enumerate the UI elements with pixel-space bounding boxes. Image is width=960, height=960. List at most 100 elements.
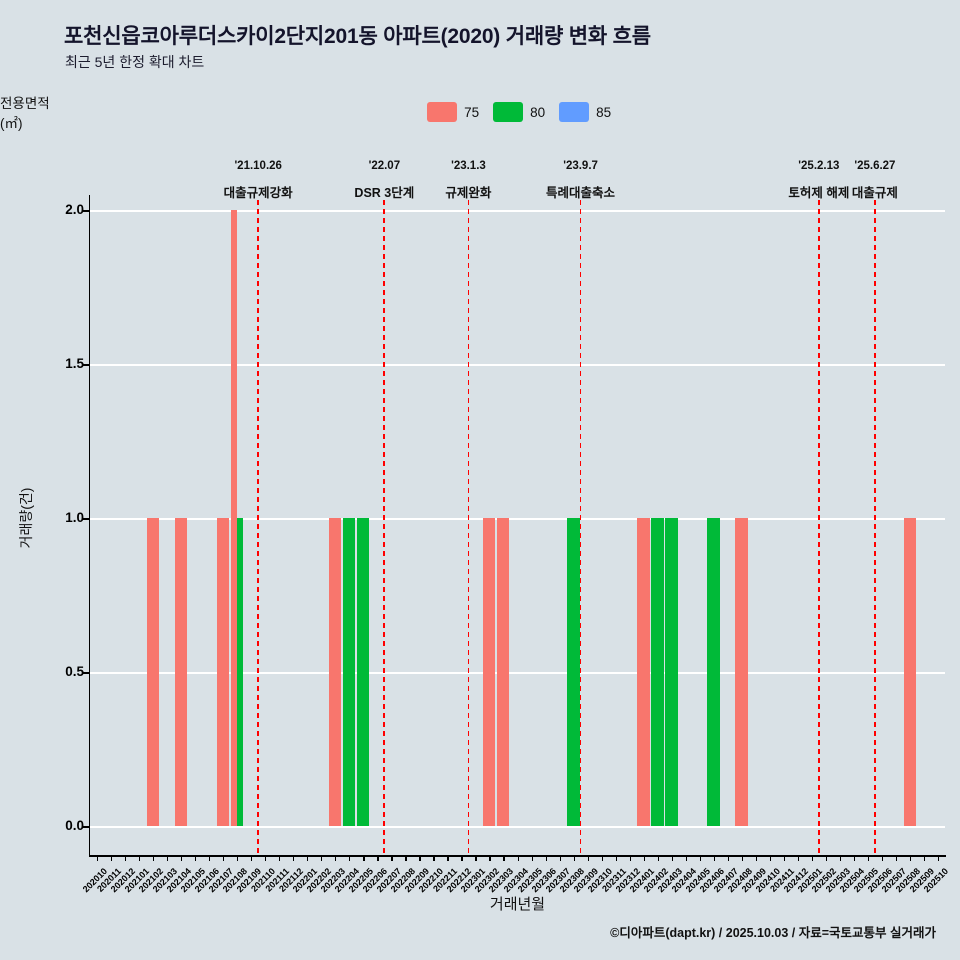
x-tick-mark bbox=[321, 855, 323, 861]
event-line bbox=[257, 200, 260, 855]
event-line bbox=[467, 200, 470, 855]
event-line bbox=[874, 200, 876, 855]
y-tick-label: 1.0 bbox=[65, 510, 84, 525]
x-tick-mark bbox=[769, 855, 771, 861]
x-tick-mark bbox=[937, 855, 940, 861]
bar-75-202107 bbox=[216, 518, 230, 826]
bar-75-202104 bbox=[174, 518, 188, 826]
x-tick-mark bbox=[167, 855, 169, 861]
x-tick-mark bbox=[363, 855, 365, 861]
event-date-label: '25.6.27 bbox=[854, 160, 896, 172]
x-tick-mark bbox=[867, 855, 870, 861]
event-name-label: 대출규제강화 bbox=[223, 186, 293, 200]
event-name-label: 규제완화 bbox=[445, 186, 492, 200]
x-tick-mark bbox=[657, 855, 659, 861]
x-tick-mark bbox=[391, 855, 393, 861]
bar-75-202408 bbox=[735, 518, 748, 826]
x-tick-mark bbox=[377, 855, 379, 861]
x-tick-mark bbox=[545, 855, 547, 861]
x-tick-mark bbox=[881, 855, 884, 861]
bar-75-202401 bbox=[637, 518, 650, 826]
x-tick-mark bbox=[461, 855, 463, 861]
event-line bbox=[817, 200, 820, 855]
event-date-label: '25.2.13 bbox=[798, 160, 840, 172]
x-tick-mark bbox=[601, 855, 603, 861]
x-tick-mark bbox=[209, 855, 211, 861]
event-name-label: 특례대출축소 bbox=[546, 186, 616, 200]
x-tick-mark bbox=[699, 855, 701, 861]
x-tick-mark bbox=[685, 855, 687, 861]
y-tick-mark bbox=[83, 672, 90, 674]
x-tick-mark bbox=[671, 855, 673, 861]
bar-75-202102 bbox=[146, 518, 160, 826]
legend-item-85: 85 bbox=[559, 102, 611, 122]
footer-credit: ©디아파트(dapt.kr) / 2025.10.03 / 자료=국토교통부 실… bbox=[610, 926, 936, 940]
event-date-label: '22.07 bbox=[368, 160, 401, 172]
event-name-label: DSR 3단계 bbox=[354, 186, 415, 200]
plot-panel bbox=[90, 195, 945, 855]
y-tick-label: 0.5 bbox=[65, 664, 84, 679]
bar-75-202203 bbox=[328, 518, 342, 826]
x-tick-mark bbox=[741, 855, 743, 861]
x-tick-mark bbox=[573, 855, 575, 861]
x-tick-mark bbox=[251, 855, 253, 861]
bar-80-202205 bbox=[356, 518, 370, 826]
legend: 전용면적(㎡) 75 80 85 bbox=[0, 92, 960, 132]
x-tick-mark bbox=[839, 855, 842, 861]
x-tick-mark bbox=[503, 855, 505, 861]
legend-item-80: 80 bbox=[493, 102, 545, 122]
legend-item-label: 80 bbox=[530, 104, 546, 120]
legend-swatch-85 bbox=[559, 102, 590, 122]
page-subtitle: 최근 5년 한정 확대 차트 bbox=[65, 54, 205, 70]
bar-80-202403 bbox=[665, 518, 678, 826]
bar-80-202108 bbox=[237, 518, 244, 826]
x-tick-mark bbox=[419, 855, 421, 861]
x-tick-mark bbox=[895, 855, 898, 861]
x-tick-mark bbox=[111, 855, 113, 861]
gridline-0.5 bbox=[90, 672, 945, 674]
gridline-1.0 bbox=[90, 518, 945, 520]
x-tick-mark bbox=[853, 855, 856, 861]
x-tick-mark bbox=[153, 855, 155, 861]
y-tick-mark bbox=[83, 210, 90, 212]
bar-75-202108 bbox=[230, 210, 237, 826]
gridline-1.5 bbox=[90, 364, 945, 366]
x-tick-mark bbox=[909, 855, 912, 861]
x-tick-mark bbox=[279, 855, 281, 861]
y-tick-mark bbox=[83, 364, 90, 366]
x-tick-mark bbox=[615, 855, 617, 861]
y-tick-mark bbox=[83, 826, 90, 828]
x-tick-mark bbox=[181, 855, 183, 861]
x-tick-mark bbox=[713, 855, 715, 861]
y-tick-mark bbox=[83, 518, 90, 520]
x-tick-mark bbox=[223, 855, 225, 861]
x-tick-mark bbox=[489, 855, 491, 861]
y-tick-label: 1.5 bbox=[65, 356, 84, 371]
x-tick-mark bbox=[517, 855, 519, 861]
x-tick-mark bbox=[125, 855, 127, 861]
page-title: 포천신읍코아루더스카이2단지201동 아파트(2020) 거래량 변화 흐름 bbox=[64, 25, 651, 48]
bar-75-202302 bbox=[483, 518, 496, 826]
x-tick-mark bbox=[97, 855, 99, 861]
gridline-0.0 bbox=[90, 826, 945, 828]
x-tick-mark bbox=[727, 855, 729, 861]
legend-items: 75 80 85 bbox=[78, 102, 960, 122]
legend-item-75: 75 bbox=[427, 102, 479, 122]
legend-title: 전용면적(㎡) bbox=[0, 96, 50, 131]
legend-item-label: 85 bbox=[596, 104, 612, 120]
x-tick-mark bbox=[139, 855, 141, 861]
x-tick-mark bbox=[307, 855, 309, 861]
x-tick-mark bbox=[811, 855, 814, 861]
y-tick-label: 2.0 bbox=[65, 202, 84, 217]
event-name-label: 토허제 해제 bbox=[788, 186, 850, 200]
event-line bbox=[383, 200, 386, 855]
legend-item-label: 75 bbox=[464, 104, 480, 120]
event-name-label: 대출규제 bbox=[851, 186, 898, 200]
bar-75-202508 bbox=[903, 518, 916, 826]
x-tick-mark bbox=[643, 855, 645, 861]
y-axis-title: 거래량(건) bbox=[18, 487, 34, 549]
x-tick-mark bbox=[531, 855, 533, 861]
x-tick-mark bbox=[629, 855, 631, 861]
event-date-label: '23.9.7 bbox=[563, 160, 598, 172]
x-tick-mark bbox=[559, 855, 561, 861]
